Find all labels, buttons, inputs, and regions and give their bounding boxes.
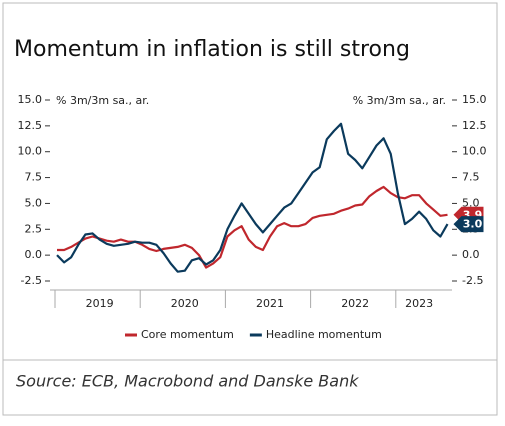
frame: [2, 2, 498, 416]
line: [56, 122, 449, 273]
y2-tick-label: 7.5: [462, 171, 480, 184]
y2-tick-label: 5.0: [462, 196, 480, 209]
y2-axis-label: % 3m/3m sa., ar.: [353, 94, 446, 107]
legend-label: Core momentum: [141, 328, 234, 341]
chart-title: Momentum in inflation is still strong: [14, 37, 410, 62]
x-tick-label: 2019: [86, 297, 114, 310]
y2-tick-label: -2.5: [462, 274, 483, 287]
legend-label: Headline momentum: [266, 328, 382, 341]
x-tick-label: 2022: [341, 297, 369, 310]
y-tick-label: 12.5: [18, 119, 43, 132]
y-tick-label: 5.0: [25, 196, 43, 209]
y2-tick-label: 12.5: [462, 119, 487, 132]
y-axis-label: % 3m/3m sa., ar.: [56, 94, 149, 107]
data-label: 3.0: [463, 218, 483, 231]
y2-tick-label: 0.0: [462, 248, 480, 261]
x-tick-label: 2020: [171, 297, 199, 310]
source: Source: ECB, Macrobond and Danske Bank: [16, 372, 359, 391]
y2-tick-label: 10.0: [462, 145, 487, 158]
line: [57, 185, 448, 269]
y-tick-label: 2.5: [25, 222, 43, 235]
x-tick-label: 2023: [405, 297, 433, 310]
x-tick-label: 2021: [256, 297, 284, 310]
y2-tick-label: 15.0: [462, 93, 487, 106]
y-tick-label: 15.0: [18, 93, 43, 106]
label-box: [453, 216, 484, 233]
y-tick-label: 10.0: [18, 145, 43, 158]
y-tick-label: 0.0: [25, 248, 43, 261]
y-tick-label: 7.5: [25, 171, 43, 184]
y-tick-label: -2.5: [21, 274, 42, 287]
